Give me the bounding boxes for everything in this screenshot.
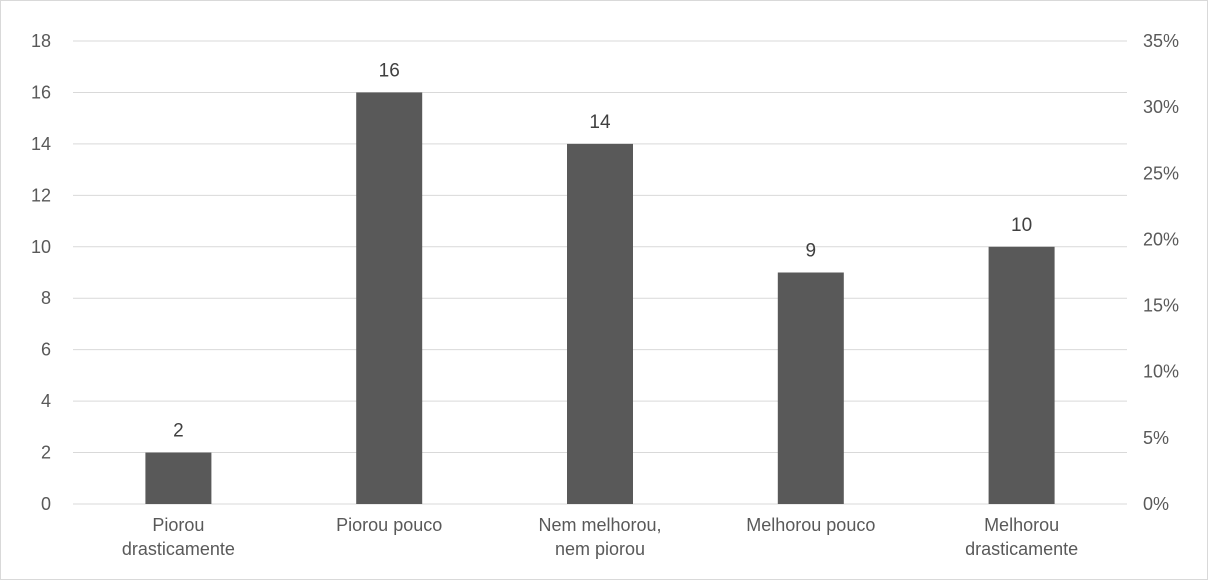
y-tick-label: 4 [41,391,51,411]
y2-tick-label: 20% [1143,229,1179,249]
x-category-label: Melhorou pouco [746,515,875,535]
x-category-label-line: Piorou pouco [336,515,442,535]
x-category-label-line: Melhorou [984,515,1059,535]
x-category-label-line: drasticamente [122,539,235,559]
y-tick-label: 10 [31,237,51,257]
x-category-label: Piorou pouco [336,515,442,535]
x-axis: Piorou drasticamente Piorou pouco Nem melho… [122,515,1078,559]
bar [988,246,1055,504]
bar [777,272,844,504]
x-category-label-line: drasticamente [965,539,1078,559]
bars [145,92,1055,504]
x-category-label-line: Nem melhorou, [538,515,661,535]
x-category-label-line: nem piorou [555,539,645,559]
y2-tick-label: 0% [1143,494,1169,514]
data-label: 9 [806,241,817,262]
y-tick-label: 16 [31,82,51,102]
y2-tick-label: 25% [1143,163,1179,183]
y-tick-label: 0 [41,494,51,514]
y-tick-label: 14 [31,134,51,154]
y-tick-label: 8 [41,288,51,308]
y2-tick-label: 15% [1143,296,1179,316]
x-category-label-line: Melhorou pouco [746,515,875,535]
x-category-label-line: Piorou [152,515,204,535]
y2-tick-label: 5% [1143,428,1169,448]
x-category-label: Nem melhorou, nem piorou [538,515,661,559]
data-labels: 2 16 14 9 10 [173,60,1032,441]
y-tick-label: 18 [31,31,51,51]
x-category-label: Melhorou drasticamente [965,515,1078,559]
bar [145,452,212,504]
gridlines [73,40,1127,505]
y2-tick-label: 30% [1143,97,1179,117]
y-tick-label: 2 [41,443,51,463]
y2-tick-label: 10% [1143,362,1179,382]
bar [356,92,423,504]
data-label: 10 [1011,215,1032,236]
y-axis-right: 0% 5% 10% 15% 20% 25% 30% 35% [1143,31,1179,514]
y2-tick-label: 35% [1143,31,1179,51]
data-label: 2 [173,421,184,442]
y-axis-left: 0 2 4 6 8 10 12 14 16 18 [31,31,51,514]
y-tick-label: 12 [31,185,51,205]
bar [567,143,633,504]
y-tick-label: 6 [41,340,51,360]
data-label: 16 [379,60,400,81]
data-label: 14 [589,112,611,133]
x-category-label: Piorou drasticamente [122,515,235,559]
